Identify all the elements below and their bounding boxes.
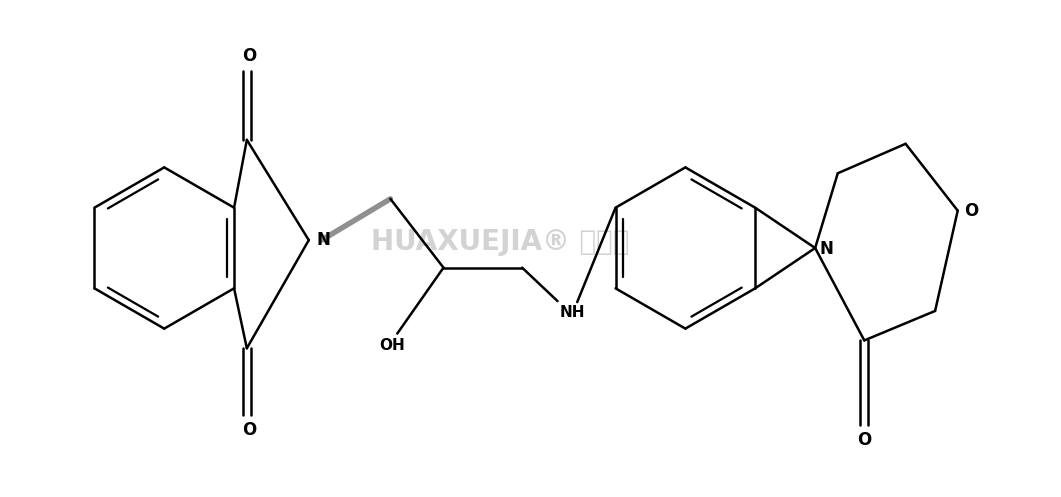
Text: OH: OH [380,338,405,353]
Text: N: N [316,231,331,249]
Text: O: O [242,421,256,439]
Text: O: O [857,431,871,449]
Text: O: O [242,47,256,65]
Text: HUAXUEJIA® 化学加: HUAXUEJIA® 化学加 [371,228,629,256]
Text: N: N [819,240,833,258]
Text: NH: NH [559,305,585,320]
Text: O: O [964,202,979,220]
